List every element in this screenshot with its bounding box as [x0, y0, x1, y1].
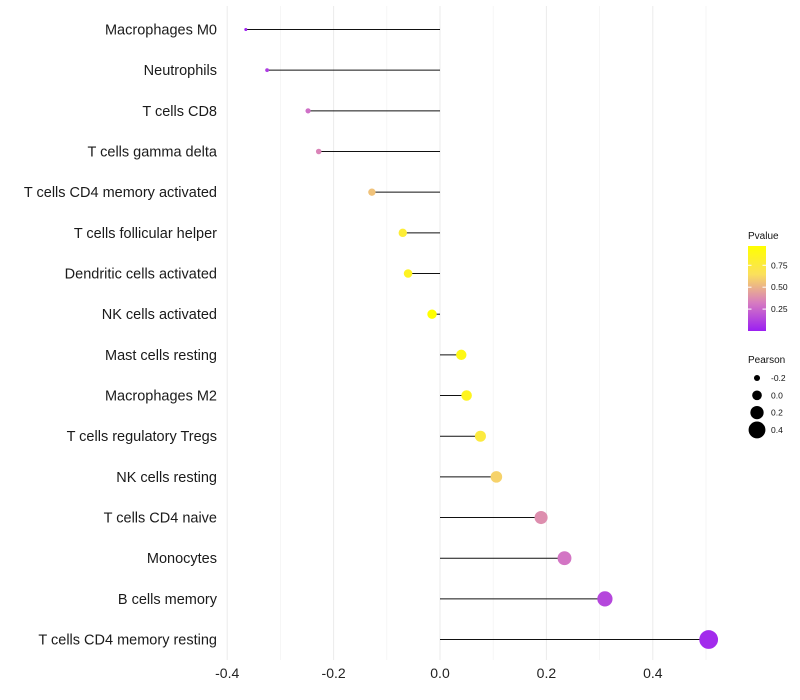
pearson-legend-title: Pearson: [748, 355, 785, 366]
pearson-legend-label: 0.4: [771, 425, 783, 435]
stem-layer: [245, 29, 709, 641]
x-tick-label: 0.2: [537, 665, 557, 681]
x-tick-label: -0.2: [322, 665, 346, 681]
point-t-cells-follicular-helper: [398, 228, 407, 238]
pvalue-legend-title: Pvalue: [748, 231, 779, 242]
x-tick-label: 0.4: [643, 665, 663, 681]
pvalue-legend-label: 0.25: [771, 304, 788, 314]
x-tick-label: 0.0: [430, 665, 450, 681]
point-t-cells-regulatory-tregs: [474, 430, 486, 442]
point-t-cells-cd4-naive: [534, 510, 548, 525]
legend: Pvalue 0.25 0.50 0.75 Pearson -0.2 0.0 0.2 0.4: [748, 231, 788, 439]
pearson-legend-dot: [752, 390, 762, 401]
point-neutrophils: [265, 68, 269, 73]
point-t-cells-cd4-memory-resting: [699, 630, 719, 649]
pearson-legend-label: 0.0: [771, 390, 783, 400]
point-nk-cells-activated: [427, 309, 437, 319]
point-monocytes: [557, 551, 572, 566]
point-t-cells-cd8: [305, 108, 311, 114]
category-labels: Macrophages M0 Neutrophils T cells CD8 T ce…: [24, 23, 218, 649]
x-axis-ticks: -0.4 -0.2 0.0 0.2 0.4: [215, 665, 663, 681]
category-label: T cells gamma delta: [88, 145, 218, 161]
pearson-legend-dot: [748, 421, 766, 439]
point-t-cells-cd4-memory-activated: [368, 188, 376, 196]
point-mast-cells-resting: [456, 349, 467, 361]
pearson-legend-dot: [750, 405, 764, 420]
category-label: B cells memory: [118, 592, 218, 608]
x-tick-label: -0.4: [215, 665, 239, 681]
category-label: Dendritic cells activated: [65, 267, 217, 283]
point-macrophages-m2: [461, 390, 472, 401]
point-layer: [244, 27, 719, 649]
grid-layer: [226, 6, 707, 660]
pearson-legend-dot: [753, 374, 761, 382]
category-label: Mast cells resting: [105, 348, 217, 364]
point-t-cells-gamma-delta: [315, 148, 322, 155]
category-label: Neutrophils: [144, 63, 217, 79]
point-nk-cells-resting: [490, 471, 503, 483]
pearson-legend-label: 0.2: [771, 408, 783, 418]
point-dendritic-cells-activated: [403, 269, 413, 278]
category-label: T cells CD4 naive: [104, 511, 217, 527]
category-label: T cells CD4 memory resting: [38, 633, 217, 649]
pearson-legend-label: -0.2: [771, 373, 786, 383]
pvalue-colorbar: [748, 246, 766, 331]
category-label: Macrophages M0: [105, 23, 217, 39]
category-label: Macrophages M2: [105, 389, 217, 405]
category-label: T cells CD4 memory activated: [24, 185, 217, 201]
category-label: T cells CD8: [142, 104, 217, 120]
point-macrophages-m0: [244, 27, 248, 32]
category-label: T cells follicular helper: [74, 226, 217, 242]
category-label: NK cells activated: [102, 307, 217, 323]
category-label: Monocytes: [147, 551, 217, 567]
pvalue-legend-label: 0.50: [771, 282, 788, 292]
pvalue-legend-label: 0.75: [771, 260, 788, 270]
category-label: T cells regulatory Tregs: [67, 429, 217, 445]
category-label: NK cells resting: [116, 470, 217, 486]
point-b-cells-memory: [597, 591, 613, 607]
